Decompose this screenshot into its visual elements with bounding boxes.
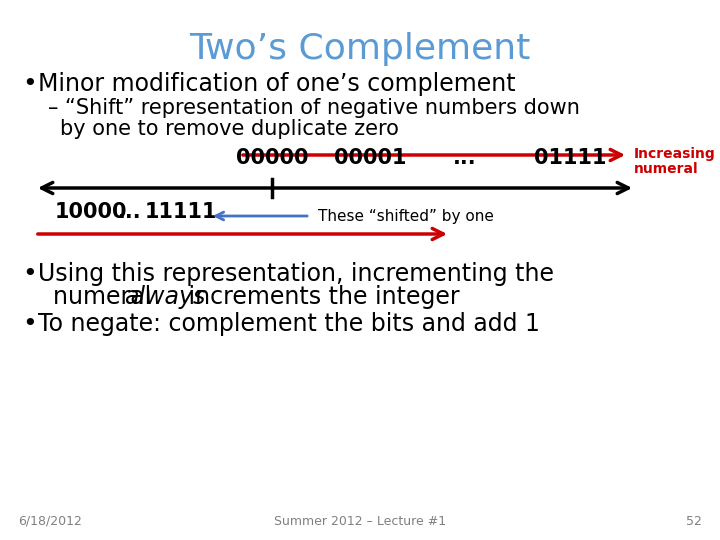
Text: 00000: 00000 — [235, 148, 308, 168]
Text: Using this representation, incrementing the: Using this representation, incrementing … — [38, 262, 554, 286]
Text: 11111: 11111 — [145, 202, 217, 222]
Text: always: always — [124, 285, 205, 309]
Text: numeral: numeral — [38, 285, 158, 309]
Text: 00001: 00001 — [334, 148, 406, 168]
Text: increments the integer: increments the integer — [181, 285, 459, 309]
Text: •: • — [22, 262, 37, 286]
Text: 6/18/2012: 6/18/2012 — [18, 515, 82, 528]
Text: ...: ... — [453, 148, 477, 168]
Text: 10000: 10000 — [55, 202, 127, 222]
Text: Two’s Complement: Two’s Complement — [189, 32, 531, 66]
Text: Minor modification of one’s complement: Minor modification of one’s complement — [38, 72, 516, 96]
Text: numeral: numeral — [634, 162, 698, 176]
Text: •: • — [22, 72, 37, 96]
Text: – “Shift” representation of negative numbers down: – “Shift” representation of negative num… — [48, 98, 580, 118]
Text: 01111: 01111 — [534, 148, 606, 168]
Text: •: • — [22, 312, 37, 336]
Text: These “shifted” by one: These “shifted” by one — [318, 208, 494, 224]
Text: by one to remove duplicate zero: by one to remove duplicate zero — [60, 119, 399, 139]
Text: ...: ... — [118, 202, 142, 222]
Text: 52: 52 — [686, 515, 702, 528]
Text: Increasing: Increasing — [634, 147, 716, 161]
Text: To negate: complement the bits and add 1: To negate: complement the bits and add 1 — [38, 312, 540, 336]
Text: Summer 2012 – Lecture #1: Summer 2012 – Lecture #1 — [274, 515, 446, 528]
